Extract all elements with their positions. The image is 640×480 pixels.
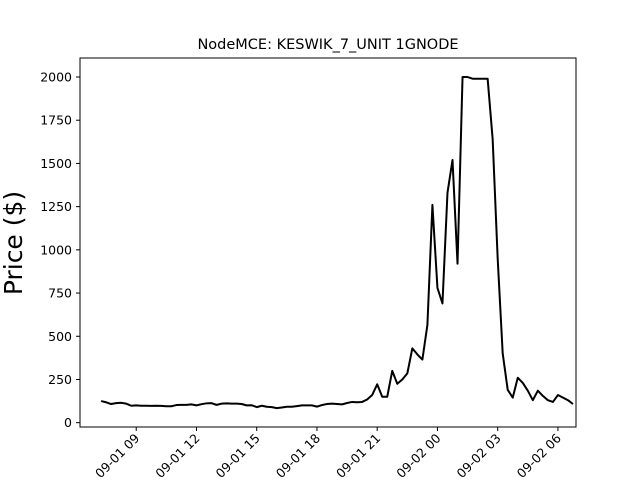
- y-axis-label: Price ($): [0, 191, 28, 295]
- y-tick-label: 1500: [40, 156, 72, 171]
- y-tick-label: 250: [48, 372, 72, 387]
- y-tick-label: 1250: [40, 199, 72, 214]
- plot-area-frame: [79, 57, 577, 428]
- y-tick-label: 500: [48, 329, 72, 344]
- y-tick-label: 0: [64, 415, 72, 430]
- y-tick-label: 1000: [40, 242, 72, 257]
- chart-title: NodeMCE: KESWIK_7_UNIT 1GNODE: [197, 37, 458, 53]
- y-axis: 0 250 500 750 1000 1250 1500 1750 2000: [40, 70, 80, 430]
- y-tick-label: 2000: [40, 70, 72, 85]
- price-series-line: [100, 76, 574, 410]
- y-tick-label: 750: [48, 286, 72, 301]
- y-tick-label: 1750: [40, 113, 72, 128]
